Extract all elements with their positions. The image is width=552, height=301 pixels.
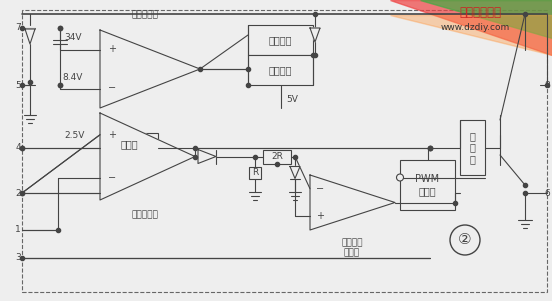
Polygon shape [25,29,35,44]
Bar [263,150,291,163]
Text: 34V: 34V [64,33,82,42]
Polygon shape [198,150,216,163]
Text: 5V: 5V [286,95,299,104]
Text: 8.4V: 8.4V [63,73,83,82]
Bar [100,133,158,155]
Text: −: − [108,173,116,183]
Text: 误差放大器: 误差放大器 [131,210,158,219]
Text: www.dzdiy.com: www.dzdiy.com [440,23,509,33]
Bar [248,25,313,55]
Text: 基准量源: 基准量源 [269,65,292,75]
Text: 8: 8 [544,80,550,89]
Polygon shape [310,175,395,230]
Polygon shape [100,30,200,108]
Text: −: − [108,83,116,94]
Text: 2R: 2R [271,152,283,161]
Text: 基准量源: 基准量源 [269,35,292,45]
Text: −: − [316,184,324,194]
Polygon shape [310,28,320,42]
Text: 6: 6 [544,188,550,197]
Text: 1: 1 [15,225,21,234]
Text: 电流传感
比较器: 电流传感 比较器 [341,238,363,258]
Text: 5: 5 [15,80,21,89]
Polygon shape [390,15,552,55]
Text: 电子制作天地: 电子制作天地 [459,5,501,18]
Text: PWM
锁存器: PWM 锁存器 [416,174,439,196]
Text: 2: 2 [15,188,21,197]
Text: R: R [252,168,258,177]
Text: 7: 7 [15,23,21,33]
Bar [249,166,261,178]
Text: 欠压锁定器: 欠压锁定器 [131,11,158,20]
Text: 2.5V: 2.5V [65,131,85,139]
Bar [248,55,313,85]
Polygon shape [100,113,195,200]
Text: +: + [316,211,324,221]
Bar [400,160,455,210]
Circle shape [450,225,480,255]
Polygon shape [290,166,300,178]
Text: 振荡器: 振荡器 [120,139,138,149]
Circle shape [396,174,404,181]
Text: +: + [108,45,116,54]
Text: +: + [108,130,116,140]
Text: 4: 4 [15,144,21,153]
Bar [460,120,485,175]
Text: 控
制
门: 控 制 门 [470,131,475,164]
Polygon shape [420,0,552,38]
Text: ②: ② [458,232,472,247]
Text: 3: 3 [15,253,21,262]
Polygon shape [390,0,552,55]
